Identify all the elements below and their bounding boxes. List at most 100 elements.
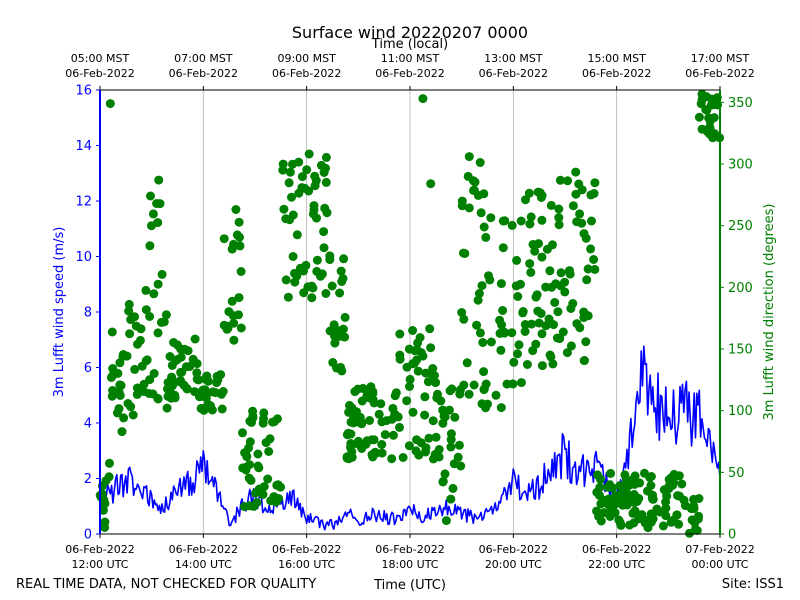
direction-point [335,288,345,298]
direction-point [325,326,335,336]
direction-point [590,178,600,188]
direction-point [246,475,256,485]
direction-point [555,334,565,344]
direction-point [464,389,474,399]
left-tick-label: 6 [84,361,92,376]
direction-point [537,252,547,262]
left-tick-label: 0 [84,528,92,543]
direction-point [342,452,352,462]
direction-point [271,497,281,507]
direction-point [568,299,578,308]
left-axis-label: 3m Lufft wind speed (m/s) [52,227,67,398]
direction-point [496,345,506,355]
direction-point [310,181,320,191]
direction-point [408,326,418,335]
direction-point [405,382,414,391]
bottom-tick-time: 12:00 UTC [71,558,128,571]
direction-point [520,320,530,329]
direction-point [145,312,155,321]
direction-point [292,271,302,281]
direction-point [202,371,212,381]
direction-point [537,329,547,339]
direction-point [648,514,658,524]
direction-point [525,219,535,229]
left-tick-label: 8 [84,306,92,321]
top-tick-date: 06-Feb-2022 [272,67,341,80]
direction-point [156,317,166,327]
direction-point [252,498,262,507]
direction-point [108,364,118,373]
direction-point [358,383,368,393]
direction-point [546,200,556,210]
site-label: Site: ISS1 [722,577,784,592]
direction-point [259,408,269,418]
direction-point [321,289,331,298]
direction-point [606,498,616,508]
top-tick-time: 09:00 MST [277,52,336,65]
direction-point [219,234,229,244]
direction-point [114,387,124,397]
direction-point [605,480,615,490]
direction-point [491,390,501,400]
direction-point [702,127,712,136]
direction-point [420,410,430,420]
direction-point [499,327,509,337]
direction-point [460,249,470,258]
direction-point [101,476,111,486]
direction-point [446,429,456,439]
direction-point [513,349,522,359]
direction-point [484,271,493,281]
direction-point [475,328,485,338]
direction-point [541,321,551,331]
direction-point [425,324,435,334]
direction-point [664,481,674,491]
direction-point [190,334,200,344]
direction-point [232,230,242,240]
direction-point [628,508,638,518]
direction-point [167,372,177,382]
direction-point [595,490,604,500]
direction-point [593,470,602,480]
direction-point [264,447,274,456]
direction-point [251,488,260,498]
left-tick-label: 2 [84,472,92,487]
direction-point [589,189,599,198]
direction-point [434,452,444,462]
direction-point [284,178,294,188]
direction-point [524,188,534,198]
top-tick-time: 05:00 MST [71,52,130,65]
direction-point [319,168,329,177]
direction-point [325,255,335,265]
left-tick-label: 16 [75,84,92,99]
direction-point [497,320,507,330]
direction-point [479,222,489,232]
direction-point [586,244,596,254]
direction-point [474,289,484,298]
direction-point [176,367,186,377]
direction-point [581,233,591,243]
bottom-tick-date: 06-Feb-2022 [479,543,548,556]
direction-point [615,481,625,491]
direction-point [248,411,258,421]
direction-point [117,427,127,437]
direction-point [130,364,140,374]
direction-point [410,346,420,356]
direction-point [625,494,635,504]
direction-point [704,113,714,123]
direction-point [388,430,398,440]
direction-point [472,320,482,330]
direction-point [365,416,374,425]
direction-point [285,167,295,177]
direction-point [234,293,244,303]
direction-point [646,472,656,481]
direction-point [105,458,114,468]
top-tick-date: 06-Feb-2022 [582,67,651,80]
direction-point [674,491,684,501]
direction-point [199,405,209,415]
direction-point [337,277,347,286]
bottom-tick-date: 07-Feb-2022 [685,543,754,556]
right-axis-label: 3m Lufft wind direction (degrees) [762,204,777,421]
direction-point [218,387,228,396]
direction-point [666,517,676,527]
